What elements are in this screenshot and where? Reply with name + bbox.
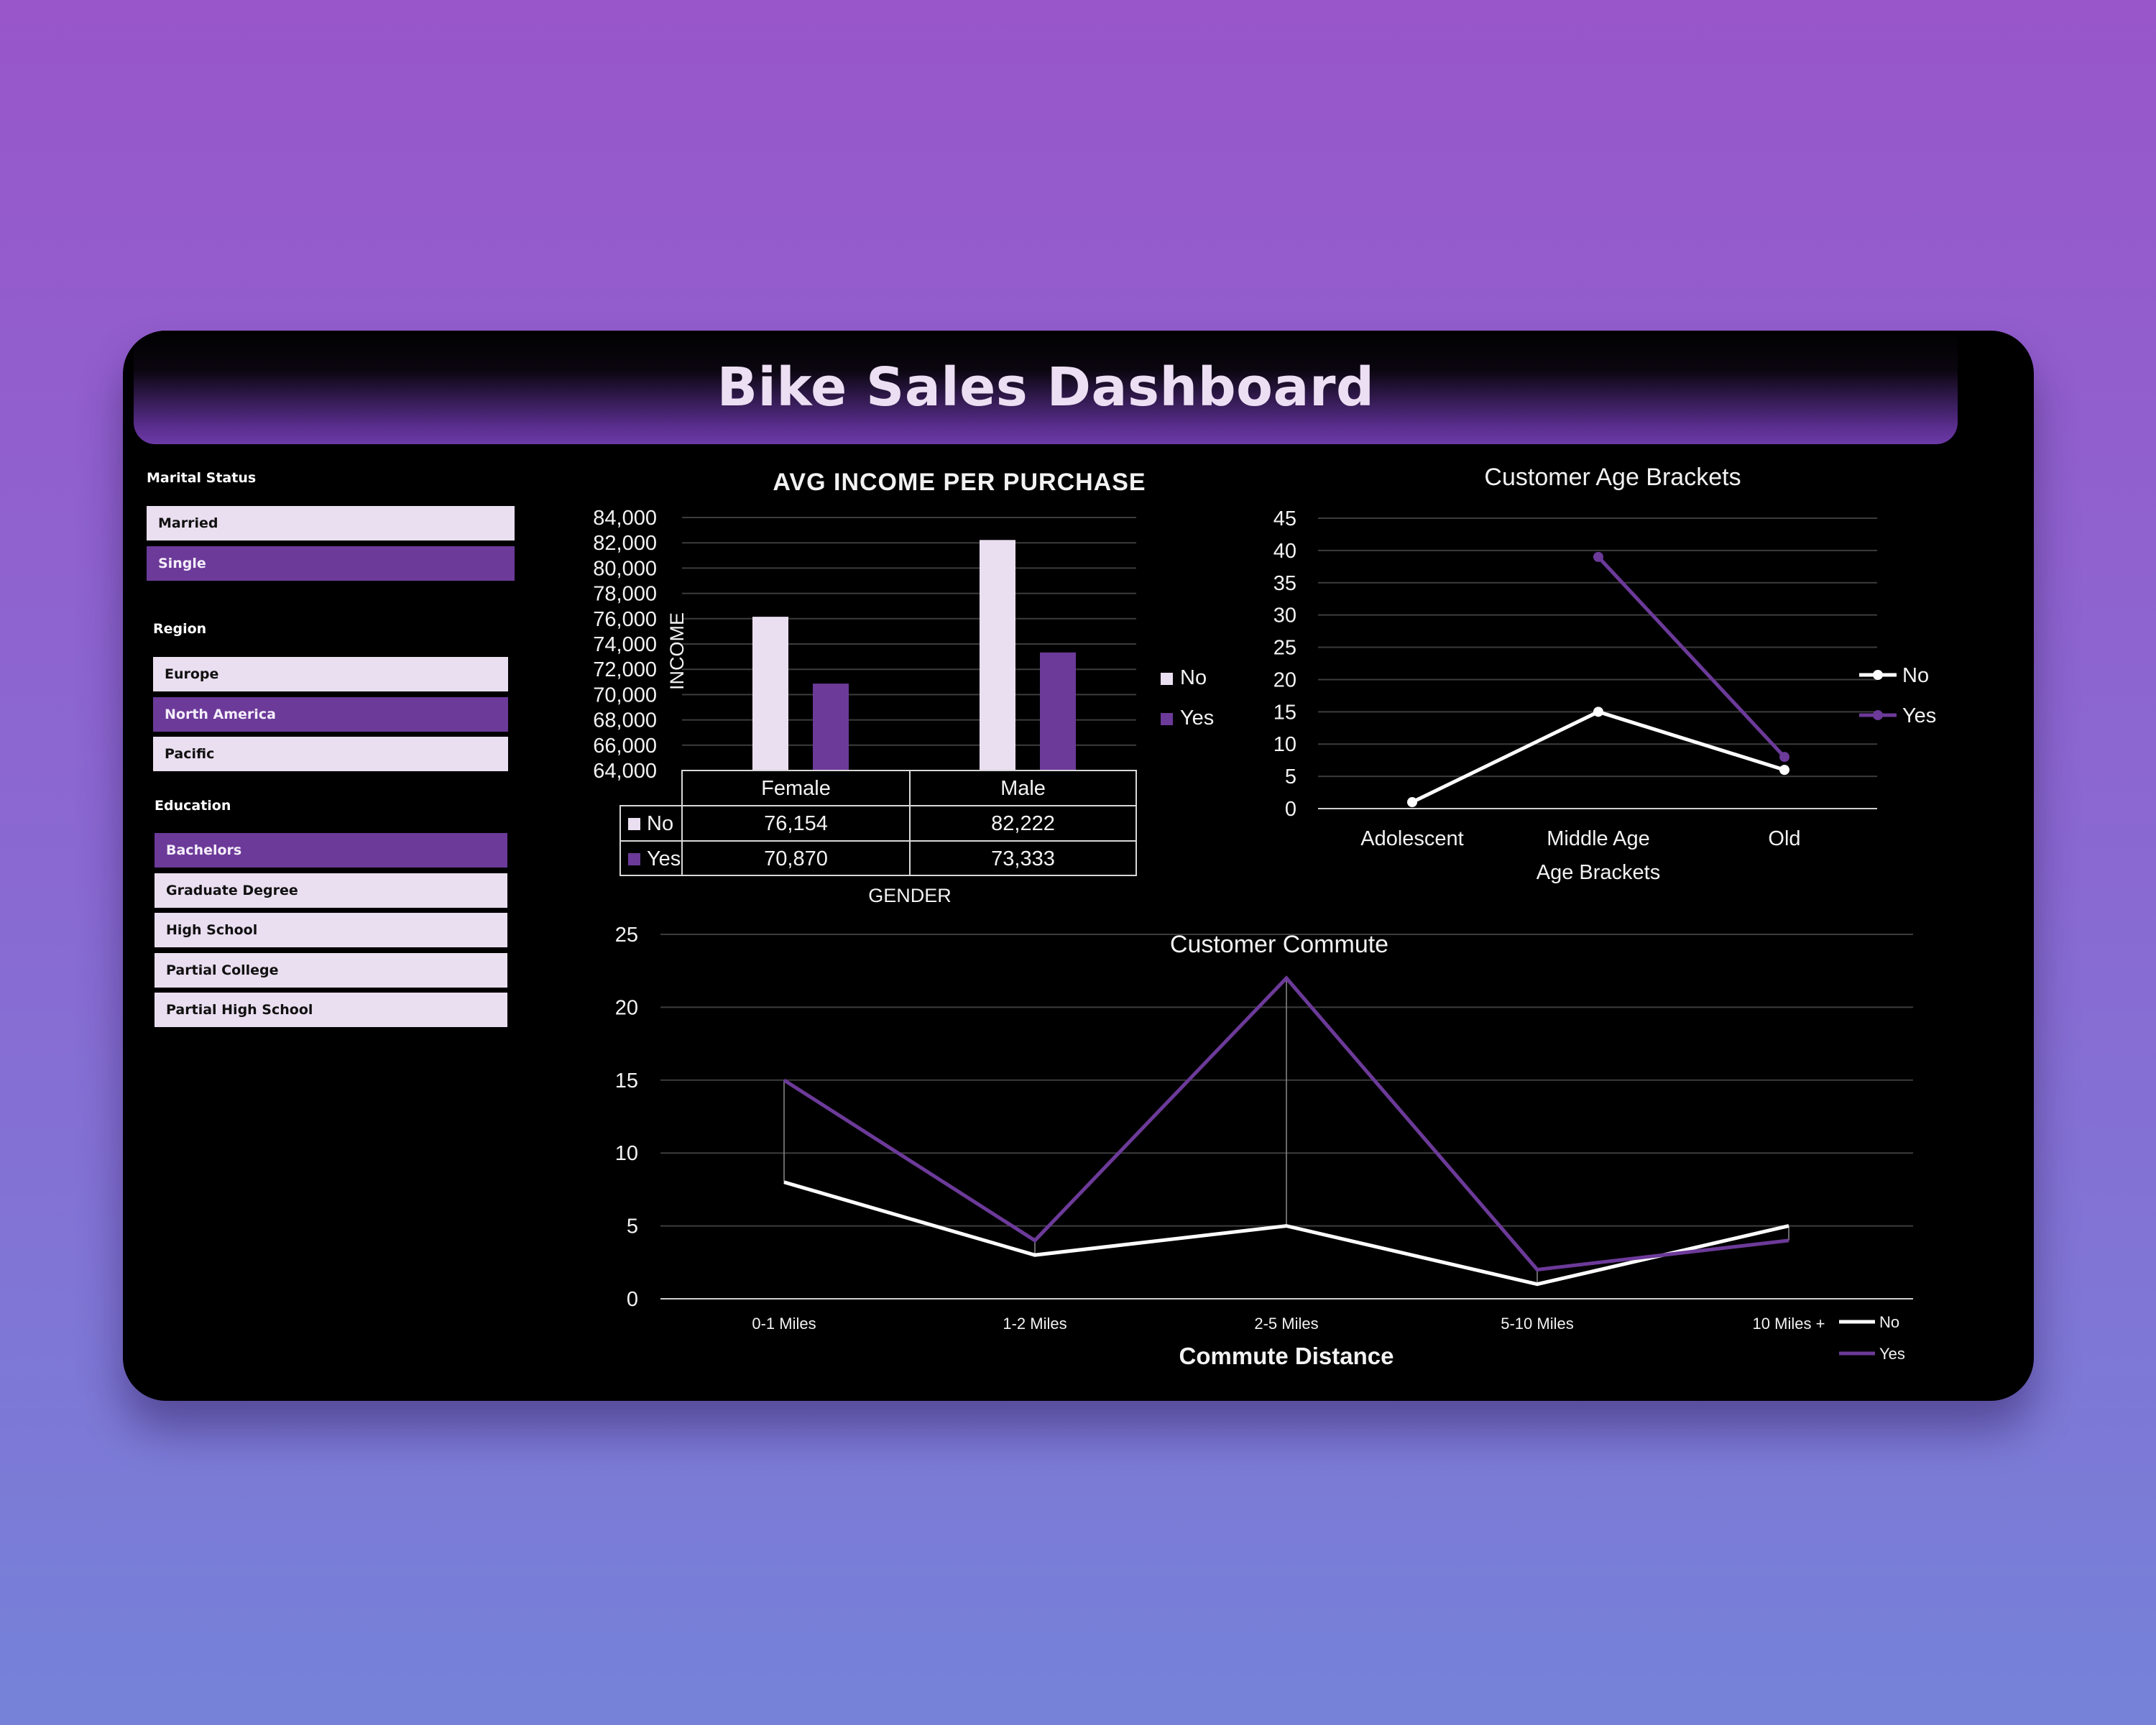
- y-tick-label: 25: [1273, 637, 1296, 660]
- data-point: [1593, 551, 1603, 562]
- series-line: [783, 1180, 1789, 1287]
- slicer-title-education: Education: [155, 798, 231, 814]
- x-category-label: Female: [761, 777, 831, 800]
- x-category-label: 10 Miles +: [1753, 1315, 1825, 1333]
- y-axis-label: INCOME: [666, 612, 688, 690]
- y-tick-label: 20: [615, 996, 638, 1019]
- legend-label: No: [1879, 1313, 1899, 1331]
- chart-title: Customer Commute: [1170, 931, 1388, 958]
- slicer-title-region: Region: [153, 621, 207, 637]
- legend-marker: [1873, 710, 1883, 720]
- y-tick-label: 20: [1273, 668, 1296, 691]
- y-tick-label: 0: [627, 1288, 638, 1311]
- legend-swatch: [1161, 673, 1173, 685]
- bar: [980, 540, 1015, 770]
- data-table-series-label: No: [647, 812, 673, 835]
- slicer-item-graduate-degree[interactable]: Graduate Degree: [155, 873, 507, 908]
- bar: [1040, 652, 1076, 770]
- data-table-value: 82,222: [991, 812, 1055, 835]
- y-tick-label: 80,000: [593, 557, 657, 580]
- legend-label: Yes: [1902, 704, 1936, 727]
- y-tick-label: 84,000: [593, 507, 657, 530]
- legend-label: Yes: [1879, 1345, 1905, 1363]
- dashboard-panel: Bike Sales Dashboard Marital Status Marr…: [123, 331, 2034, 1401]
- slicer-item-pacific[interactable]: Pacific: [153, 737, 508, 771]
- x-category-label: Middle Age: [1547, 827, 1650, 850]
- data-point: [1779, 752, 1789, 763]
- data-table-swatch: [628, 853, 640, 865]
- y-tick-label: 15: [1273, 701, 1296, 724]
- data-table-series-label: Yes: [647, 847, 681, 870]
- y-tick-label: 66,000: [593, 735, 657, 758]
- data-table-value: 73,333: [991, 847, 1055, 870]
- commute-chart-group: Customer Commute 0 5 10 15 20 25 0-1 Miles 1-2 M…: [615, 924, 1913, 1369]
- bar: [752, 617, 788, 770]
- y-tick-label: 82,000: [593, 532, 657, 555]
- y-tick-label: 45: [1273, 507, 1296, 530]
- y-tick-label: 10: [1273, 733, 1296, 756]
- chart-title: AVG INCOME PER PURCHASE: [773, 469, 1146, 496]
- y-tick-label: 74,000: [593, 633, 657, 656]
- bar: [813, 684, 849, 770]
- x-axis-label: GENDER: [868, 885, 952, 906]
- slicer-item-high-school[interactable]: High School: [155, 913, 507, 947]
- legend-marker: [1873, 670, 1883, 680]
- y-tick-label: 10: [615, 1142, 638, 1165]
- x-axis-label: Commute Distance: [1179, 1343, 1394, 1369]
- legend-label: Yes: [1180, 707, 1214, 730]
- x-category-label: 5-10 Miles: [1501, 1315, 1573, 1333]
- legend-swatch: [1161, 713, 1173, 725]
- slicer-item-married[interactable]: Married: [147, 506, 515, 540]
- x-category-label: Adolescent: [1360, 827, 1464, 850]
- data-table-body: [619, 805, 1137, 876]
- legend-label: No: [1180, 666, 1207, 689]
- y-tick-label: 78,000: [593, 583, 657, 606]
- y-tick-label: 64,000: [593, 760, 657, 783]
- y-tick-label: 72,000: [593, 658, 657, 681]
- slicer-item-bachelors[interactable]: Bachelors: [155, 833, 507, 868]
- data-table-header: [681, 770, 1137, 806]
- y-tick-label: 30: [1273, 604, 1296, 627]
- data-table-value: 76,154: [764, 812, 828, 835]
- slicer-item-partial-high-school[interactable]: Partial High School: [155, 993, 507, 1027]
- slicer-item-partial-college[interactable]: Partial College: [155, 953, 507, 988]
- series-line: [1597, 556, 1786, 758]
- series-line: [783, 975, 1789, 1272]
- y-tick-label: 68,000: [593, 709, 657, 732]
- slicer-title-marital-status: Marital Status: [147, 470, 257, 486]
- x-category-label: 1-2 Miles: [1003, 1315, 1067, 1333]
- x-axis-label: Age Brackets: [1537, 861, 1660, 884]
- legend-label: No: [1902, 664, 1929, 687]
- y-tick-label: 40: [1273, 540, 1296, 563]
- age-brackets-chart-group: Customer Age Brackets 0 5 10 15 20 25 30 35 40 45 A…: [1273, 464, 1937, 884]
- data-table-value: 70,870: [764, 847, 828, 870]
- x-category-label: Male: [1000, 777, 1046, 800]
- slicer-item-north-america[interactable]: North America: [153, 697, 508, 732]
- y-tick-label: 76,000: [593, 608, 657, 631]
- x-category-label: 2-5 Miles: [1254, 1315, 1318, 1333]
- data-table-swatch: [628, 818, 640, 830]
- y-tick-label: 70,000: [593, 684, 657, 707]
- y-tick-label: 5: [627, 1215, 638, 1238]
- y-tick-label: 25: [615, 924, 638, 947]
- chart-title: Customer Age Brackets: [1484, 464, 1741, 491]
- slicer-item-single[interactable]: Single: [147, 546, 515, 581]
- x-category-label: 0-1 Miles: [752, 1315, 816, 1333]
- series-line: [1411, 709, 1785, 804]
- x-category-label: Old: [1768, 827, 1800, 850]
- y-tick-label: 15: [615, 1070, 638, 1092]
- y-tick-label: 0: [1285, 798, 1296, 821]
- slicer-item-europe[interactable]: Europe: [153, 657, 508, 691]
- data-point: [1593, 707, 1603, 717]
- data-point: [1779, 765, 1789, 776]
- dashboard-header: Bike Sales Dashboard: [134, 331, 1958, 444]
- y-tick-label: 5: [1285, 765, 1296, 788]
- dashboard-title: Bike Sales Dashboard: [717, 356, 1375, 418]
- data-point: [1407, 797, 1417, 808]
- y-tick-label: 35: [1273, 572, 1296, 595]
